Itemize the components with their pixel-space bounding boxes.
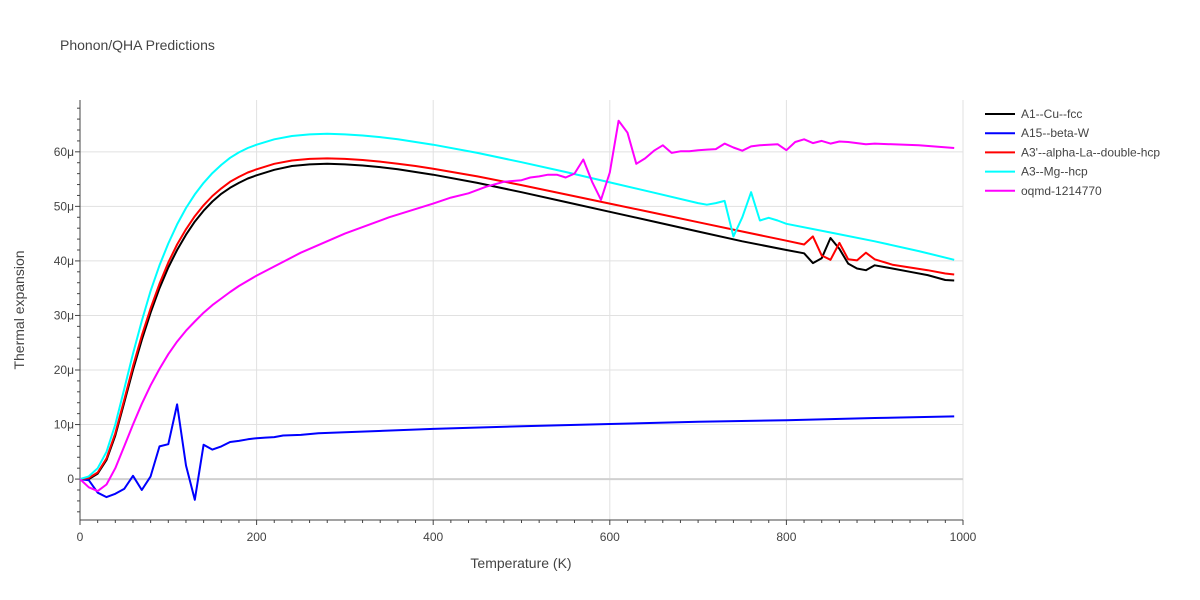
x-tick-label: 400 — [423, 530, 443, 544]
y-tick-label: 30μ — [54, 308, 74, 322]
series-line-3 — [79, 132, 955, 481]
x-tick-label: 1000 — [950, 530, 977, 544]
series-line-1 — [79, 403, 955, 501]
y-tick-label: 40μ — [54, 254, 74, 268]
x-tick-label: 600 — [600, 530, 620, 544]
y-tick-label: 20μ — [54, 363, 74, 377]
x-tick-label: 200 — [247, 530, 267, 544]
y-tick-label: 50μ — [54, 199, 74, 213]
series-line-0 — [80, 162, 955, 481]
legend-label: A15--beta-W — [1021, 126, 1090, 140]
legend-label: oqmd-1214770 — [1021, 184, 1102, 198]
legend-label: A1--Cu--fcc — [1021, 107, 1082, 121]
x-axis-title: Temperature (K) — [470, 555, 571, 571]
legend-label: A3--Mg--hcp — [1021, 165, 1088, 179]
chart-title: Phonon/QHA Predictions — [60, 37, 215, 53]
series-group — [79, 119, 955, 501]
axes: 0 200 400 600 800 1000 0 10μ 20μ 30μ 40μ 50μ 60μ — [54, 100, 977, 544]
x-tick-label: 0 — [77, 530, 84, 544]
y-tick-label: 60μ — [54, 145, 74, 159]
series-line-4 — [79, 119, 955, 493]
legend: A1--Cu--fcc A15--beta-W A3'--alpha-La--dou… — [985, 107, 1160, 198]
series-line-2 — [79, 157, 955, 481]
y-tick-label: 0 — [67, 472, 74, 486]
y-axis-title: Thermal expansion — [11, 250, 27, 369]
y-tick-label: 10μ — [54, 418, 74, 432]
x-tick-label: 800 — [776, 530, 796, 544]
legend-label: A3'--alpha-La--double-hcp — [1021, 145, 1160, 159]
